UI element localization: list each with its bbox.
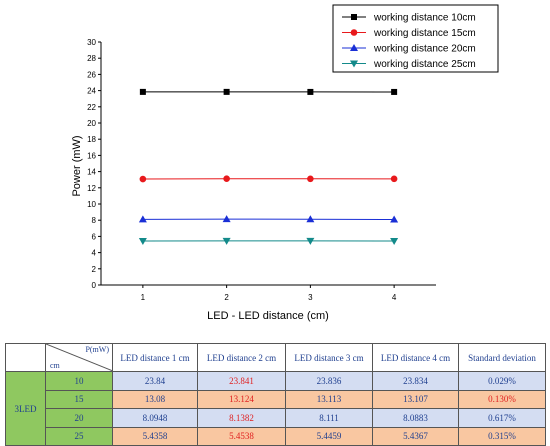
y-tick-label: 14: [87, 168, 96, 177]
data-point: [223, 215, 231, 222]
y-tick-label: 28: [87, 54, 96, 63]
table-corner-header: P(mW) cm: [46, 344, 113, 372]
power-cell: 23.836: [286, 372, 373, 391]
data-point: [139, 238, 147, 245]
x-tick-label: 1: [141, 293, 146, 302]
std-dev-cell: 0.130%: [459, 390, 546, 409]
legend: working distance 10cm working distance 15…: [333, 5, 498, 72]
series-layer: [139, 89, 398, 245]
data-point: [224, 89, 230, 95]
corner-power-label: P(mW): [85, 345, 109, 354]
data-point: [140, 89, 146, 95]
data-point: [391, 176, 398, 183]
std-dev-cell: 0.617%: [459, 409, 546, 428]
col-header-std-dev: Standard deviation: [459, 344, 546, 372]
y-axis-title: Power (mW): [71, 135, 83, 196]
table-blank-header: [6, 344, 46, 372]
group-label-cell: 3LED: [6, 372, 46, 446]
power-cell: 8.0883: [373, 409, 459, 428]
power-cell: 13.124: [198, 390, 286, 409]
x-tick-label: 2: [224, 293, 229, 302]
data-point: [391, 89, 397, 95]
power-cell: 8.0948: [113, 409, 198, 428]
y-tick-label: 26: [87, 70, 96, 79]
std-dev-cell: 0.315%: [459, 427, 546, 446]
power-cell: 23.84: [113, 372, 198, 391]
series-3: [139, 215, 398, 222]
data-point: [223, 175, 230, 182]
y-tick-label: 24: [87, 87, 96, 96]
y-tick-label: 22: [87, 103, 96, 112]
data-point: [140, 176, 147, 183]
y-tick-label: 12: [87, 184, 96, 193]
col-header-dist-2: LED distance 2 cm: [198, 344, 286, 372]
legend-label: working distance 20cm: [373, 44, 476, 55]
data-point: [390, 238, 398, 245]
power-cell: 8.111: [286, 409, 373, 428]
power-cell: 5.4538: [198, 427, 286, 446]
y-tick-label: 0: [92, 281, 97, 290]
working-distance-cell: 10: [46, 372, 113, 391]
y-tick-label: 16: [87, 151, 96, 160]
x-axis-title: LED - LED distance (cm): [207, 310, 329, 322]
power-cell: 13.113: [286, 390, 373, 409]
col-header-dist-1: LED distance 1 cm: [113, 344, 198, 372]
power-cell: 5.4358: [113, 427, 198, 446]
x-tick-label: 3: [308, 293, 313, 302]
data-point: [307, 89, 313, 95]
power-cell: 23.841: [198, 372, 286, 391]
y-tick-label: 10: [87, 200, 96, 209]
y-tick-label: 30: [87, 38, 96, 47]
x-tick-labels: 1 2 3 4: [141, 293, 397, 302]
series-4: [139, 238, 398, 245]
axes: [98, 42, 436, 288]
power-cell: 5.4367: [373, 427, 459, 446]
x-tick-label: 4: [392, 293, 397, 302]
working-distance-cell: 25: [46, 427, 113, 446]
y-tick-label: 18: [87, 135, 96, 144]
power-cell: 23.834: [373, 372, 459, 391]
y-tick-label: 4: [92, 249, 97, 258]
power-cell: 13.08: [113, 390, 198, 409]
y-tick-label: 8: [92, 216, 97, 225]
y-tick-label: 6: [92, 232, 97, 241]
power-cell: 13.107: [373, 390, 459, 409]
legend-marker: [351, 14, 357, 20]
col-header-dist-3: LED distance 3 cm: [286, 344, 373, 372]
power-cell: 5.4459: [286, 427, 373, 446]
col-header-dist-4: LED distance 4 cm: [373, 344, 459, 372]
working-distance-cell: 20: [46, 409, 113, 428]
std-dev-cell: 0.029%: [459, 372, 546, 391]
power-cell: 8.1382: [198, 409, 286, 428]
working-distance-cell: 15: [46, 390, 113, 409]
data-point: [307, 175, 314, 182]
data-table: P(mW) cm LED distance 1 cm LED distance …: [5, 343, 546, 446]
legend-label: working distance 10cm: [373, 13, 476, 24]
legend-marker: [351, 29, 358, 36]
legend-label: working distance 15cm: [373, 28, 476, 39]
corner-cm-label: cm: [50, 361, 60, 370]
series-2: [140, 175, 398, 182]
legend-label: working distance 25cm: [373, 59, 476, 70]
y-tick-label: 2: [92, 265, 97, 274]
series-1: [140, 89, 397, 95]
y-tick-label: 20: [87, 119, 96, 128]
